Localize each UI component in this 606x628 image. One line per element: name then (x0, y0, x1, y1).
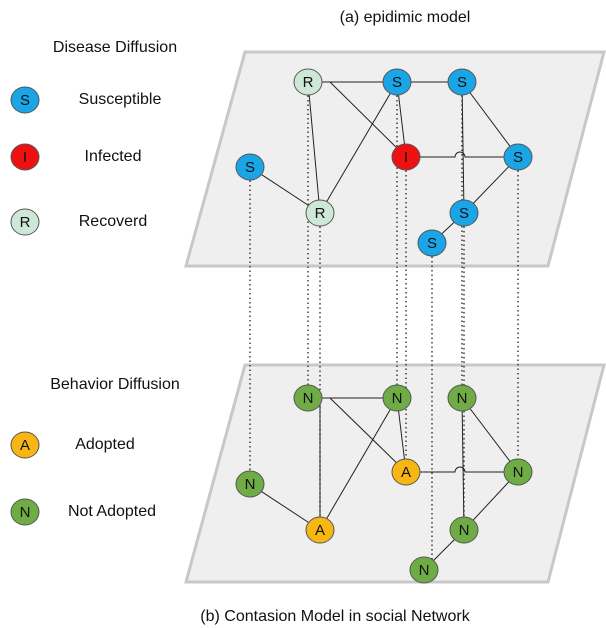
node: S (235, 153, 265, 181)
legend-label: Infected (85, 148, 142, 165)
node: R (293, 68, 323, 96)
node-label: N (459, 522, 470, 539)
node-circle (447, 384, 477, 412)
node-label: R (315, 205, 326, 222)
node-circle (10, 208, 40, 236)
node-circle (409, 556, 439, 584)
node: N (10, 498, 40, 526)
node-circle (503, 143, 533, 171)
legend-label: Not Adopted (68, 503, 156, 520)
legend-label: Adopted (75, 436, 135, 453)
node: R (10, 208, 40, 236)
node-label: S (513, 149, 523, 166)
upper-edges (249, 78, 519, 244)
node: R (305, 199, 335, 227)
node-circle (10, 86, 40, 114)
legend-title: Disease Diffusion (53, 39, 177, 56)
node-circle (10, 498, 40, 526)
node-circle (293, 68, 323, 96)
node-label: N (457, 390, 468, 407)
node-circle (235, 470, 265, 498)
node-label: N (245, 476, 256, 493)
node-label: R (20, 214, 31, 231)
node-label: S (392, 74, 402, 91)
node-label: I (23, 149, 27, 166)
lower-edges (249, 397, 519, 571)
node: S (447, 68, 477, 96)
node: N (293, 384, 323, 412)
node-label: A (401, 464, 411, 481)
node-label: I (404, 149, 408, 166)
node-circle (391, 458, 421, 486)
node: N (447, 384, 477, 412)
node: A (391, 458, 421, 486)
dotted-links (249, 82, 519, 570)
node: S (503, 143, 533, 171)
node-label: A (20, 437, 30, 454)
caption: (b) Contasion Model in social Network (200, 608, 470, 625)
node-circle (382, 384, 412, 412)
node: S (417, 229, 447, 257)
legend-label: Susceptible (79, 91, 162, 108)
node-circle (503, 458, 533, 486)
node: N (409, 556, 439, 584)
node-label: S (20, 92, 30, 109)
node-circle (10, 431, 40, 459)
node-label: N (419, 562, 430, 579)
node-circle (10, 143, 40, 171)
legend-label: Recoverd (79, 213, 147, 230)
node: N (382, 384, 412, 412)
node: N (235, 470, 265, 498)
legend-title: Behavior Diffusion (50, 376, 180, 393)
node-label: R (303, 74, 314, 91)
node-circle (449, 516, 479, 544)
node-label: S (457, 74, 467, 91)
node-label: N (513, 464, 524, 481)
node: N (503, 458, 533, 486)
node-label: S (427, 235, 437, 252)
top-title: (a) epidimic model (340, 9, 471, 26)
node-label: N (303, 390, 314, 407)
node-circle (305, 516, 335, 544)
node-circle (293, 384, 323, 412)
node-circle (449, 199, 479, 227)
node: N (449, 516, 479, 544)
node: I (391, 143, 421, 171)
node-label: N (392, 390, 403, 407)
node-label: N (20, 504, 31, 521)
node: A (10, 431, 40, 459)
node-circle (382, 68, 412, 96)
node-label: S (459, 205, 469, 222)
node: S (10, 86, 40, 114)
node-circle (305, 199, 335, 227)
node-circle (235, 153, 265, 181)
node: A (305, 516, 335, 544)
node-circle (391, 143, 421, 171)
node-circle (447, 68, 477, 96)
node: S (382, 68, 412, 96)
node: I (10, 143, 40, 171)
node-label: A (315, 522, 325, 539)
node-circle (417, 229, 447, 257)
node: S (449, 199, 479, 227)
node-label: S (245, 159, 255, 176)
